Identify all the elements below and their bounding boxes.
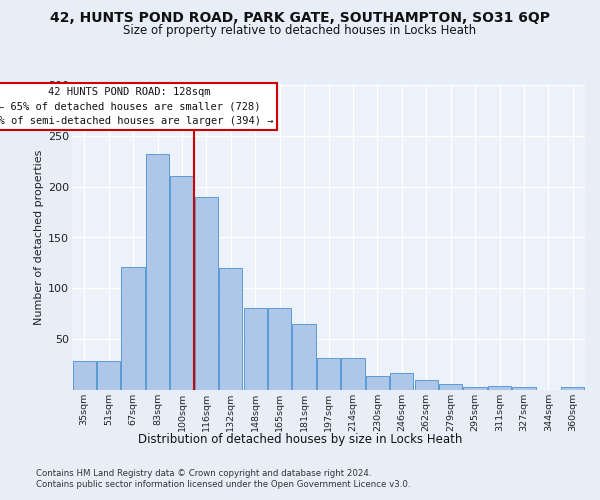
Bar [146, 154, 169, 390]
Bar [341, 358, 365, 390]
Bar [488, 386, 511, 390]
Text: 42 HUNTS POND ROAD: 128sqm
← 65% of detached houses are smaller (728)
35% of sem: 42 HUNTS POND ROAD: 128sqm ← 65% of deta… [0, 87, 273, 126]
Text: Size of property relative to detached houses in Locks Heath: Size of property relative to detached ho… [124, 24, 476, 37]
Text: Contains HM Land Registry data © Crown copyright and database right 2024.: Contains HM Land Registry data © Crown c… [36, 469, 371, 478]
Bar [73, 360, 96, 390]
Bar [561, 387, 584, 390]
Bar [512, 387, 536, 390]
Bar [219, 268, 242, 390]
Bar [195, 197, 218, 390]
Bar [439, 384, 462, 390]
Text: Contains public sector information licensed under the Open Government Licence v3: Contains public sector information licen… [36, 480, 410, 489]
Bar [97, 360, 120, 390]
Bar [244, 308, 267, 390]
Bar [268, 308, 291, 390]
Bar [292, 324, 316, 390]
Y-axis label: Number of detached properties: Number of detached properties [34, 150, 44, 325]
Bar [463, 387, 487, 390]
Bar [390, 372, 413, 390]
Bar [415, 380, 438, 390]
Text: Distribution of detached houses by size in Locks Heath: Distribution of detached houses by size … [138, 432, 462, 446]
Bar [121, 267, 145, 390]
Bar [317, 358, 340, 390]
Bar [366, 376, 389, 390]
Bar [170, 176, 194, 390]
Text: 42, HUNTS POND ROAD, PARK GATE, SOUTHAMPTON, SO31 6QP: 42, HUNTS POND ROAD, PARK GATE, SOUTHAMP… [50, 11, 550, 25]
